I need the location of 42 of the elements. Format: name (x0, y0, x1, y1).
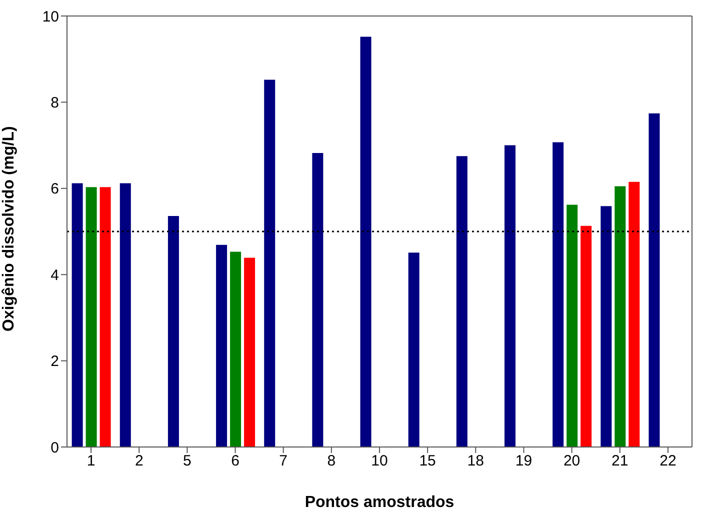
x-tick-label: 15 (419, 452, 436, 470)
x-tick-label: 18 (467, 452, 484, 470)
x-tick-label: 21 (612, 452, 628, 470)
y-tick-label: 0 (50, 439, 59, 456)
x-tick-label: 5 (183, 452, 192, 470)
bar (100, 187, 111, 447)
x-axis-title: Pontos amostrados (304, 494, 454, 511)
bar (360, 36, 372, 447)
x-tick-label: 20 (563, 452, 580, 470)
bar (244, 258, 256, 447)
x-tick-label: 2 (134, 452, 144, 470)
y-tick-label: 4 (50, 266, 59, 284)
bar (600, 206, 612, 447)
bar (120, 183, 131, 447)
y-tick-label: 10 (42, 8, 59, 26)
y-tick-label: 6 (50, 180, 59, 198)
bar (614, 186, 626, 447)
x-tick-label: 19 (515, 452, 532, 470)
bar (566, 204, 578, 447)
x-tick-label: 6 (231, 452, 240, 470)
bar (628, 182, 640, 447)
x-tick-label: 8 (327, 452, 336, 470)
bar (504, 145, 516, 447)
bar (312, 153, 324, 447)
y-tick-label: 8 (50, 94, 59, 112)
y-tick-label: 2 (50, 353, 59, 370)
bar (230, 252, 242, 447)
bar (86, 187, 97, 447)
x-tick-label: 10 (371, 452, 388, 470)
x-tick-label: 7 (279, 452, 288, 470)
bar (216, 244, 228, 447)
bar (168, 216, 179, 447)
y-axis-title: Oxigênio dissolvido (mg/L) (0, 126, 18, 332)
x-tick-label: 22 (660, 452, 676, 470)
x-tick-label: 1 (86, 452, 96, 470)
bar (456, 156, 468, 447)
bar (72, 183, 83, 447)
bar (552, 142, 564, 447)
bar (580, 226, 592, 447)
bar (408, 252, 420, 447)
bar (264, 80, 276, 447)
bar (648, 113, 660, 447)
